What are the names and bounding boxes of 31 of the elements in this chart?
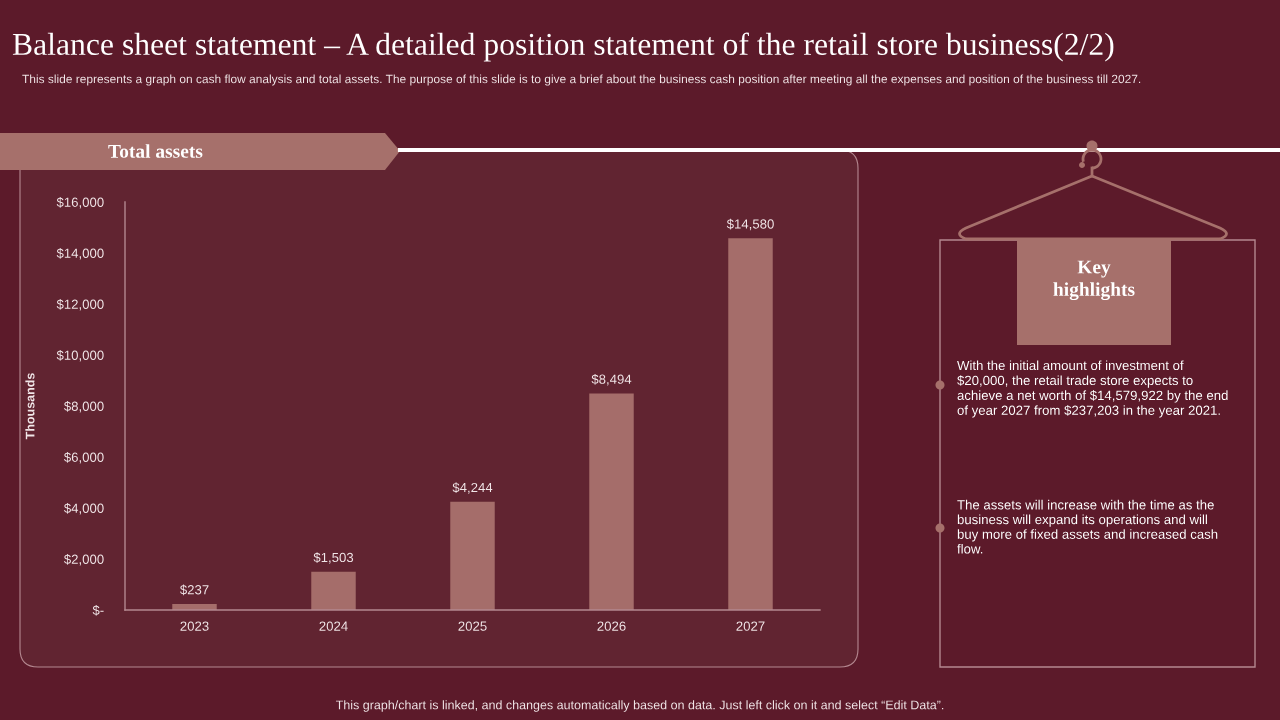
bar: [450, 501, 495, 610]
y-tick-label: $16,000: [56, 197, 104, 209]
x-tick-label: 2026: [597, 621, 626, 631]
bar: [311, 571, 356, 610]
x-tick-label: 2024: [319, 621, 348, 631]
text: Balance sheet statement – A detailed position statement of the retail store business(2/2): [12, 32, 1114, 62]
y-tick-label: $6,000: [63, 452, 104, 464]
data-label: $237: [179, 584, 209, 596]
y-tick-label: $8,000: [63, 401, 104, 413]
text: This slide represents a graph on cash flow analysis and total assets. The purpose of this slide is to give a brief about the business cash position after meeting all the expenses and position of the business till 2027.: [22, 74, 1141, 86]
y-tick-label: $-: [92, 605, 104, 616]
text: This graph/chart is linked, and changes automatically based on data. Just left click on it and select “Edit Data”.: [335, 700, 944, 712]
y-tick-label: $10,000: [56, 350, 104, 362]
y-tick-label: $2,000: [63, 554, 104, 566]
x-tick-label: 2023: [180, 621, 209, 631]
y-tick-label: $14,000: [56, 248, 104, 260]
chart-title: Total assets: [108, 144, 203, 158]
text: With the initial amount of investment of $20,000, the retail trade store expects to achieve a net worth of $14,579,922 by the end of year 2027 from $237,203 in the year 2021.: [957, 360, 1228, 418]
y-tick-label: $4,000: [63, 503, 104, 515]
y-tick-label: $12,000: [56, 299, 104, 311]
text: Key highlights: [1053, 260, 1135, 301]
data-label: $4,244: [452, 482, 493, 494]
bar: [728, 238, 773, 610]
text: The assets will increase with the time as the business will expand its operations and will buy more of fixed assets and increased cash flow.: [957, 499, 1218, 554]
data-label: $8,494: [591, 373, 632, 386]
x-tick-label: 2027: [736, 621, 765, 631]
data-label: $1,503: [313, 552, 354, 564]
y-axis-title: Thousands: [25, 373, 35, 440]
x-tick-label: 2025: [458, 621, 487, 631]
data-label: $14,580: [726, 218, 774, 231]
bar: [589, 393, 634, 610]
